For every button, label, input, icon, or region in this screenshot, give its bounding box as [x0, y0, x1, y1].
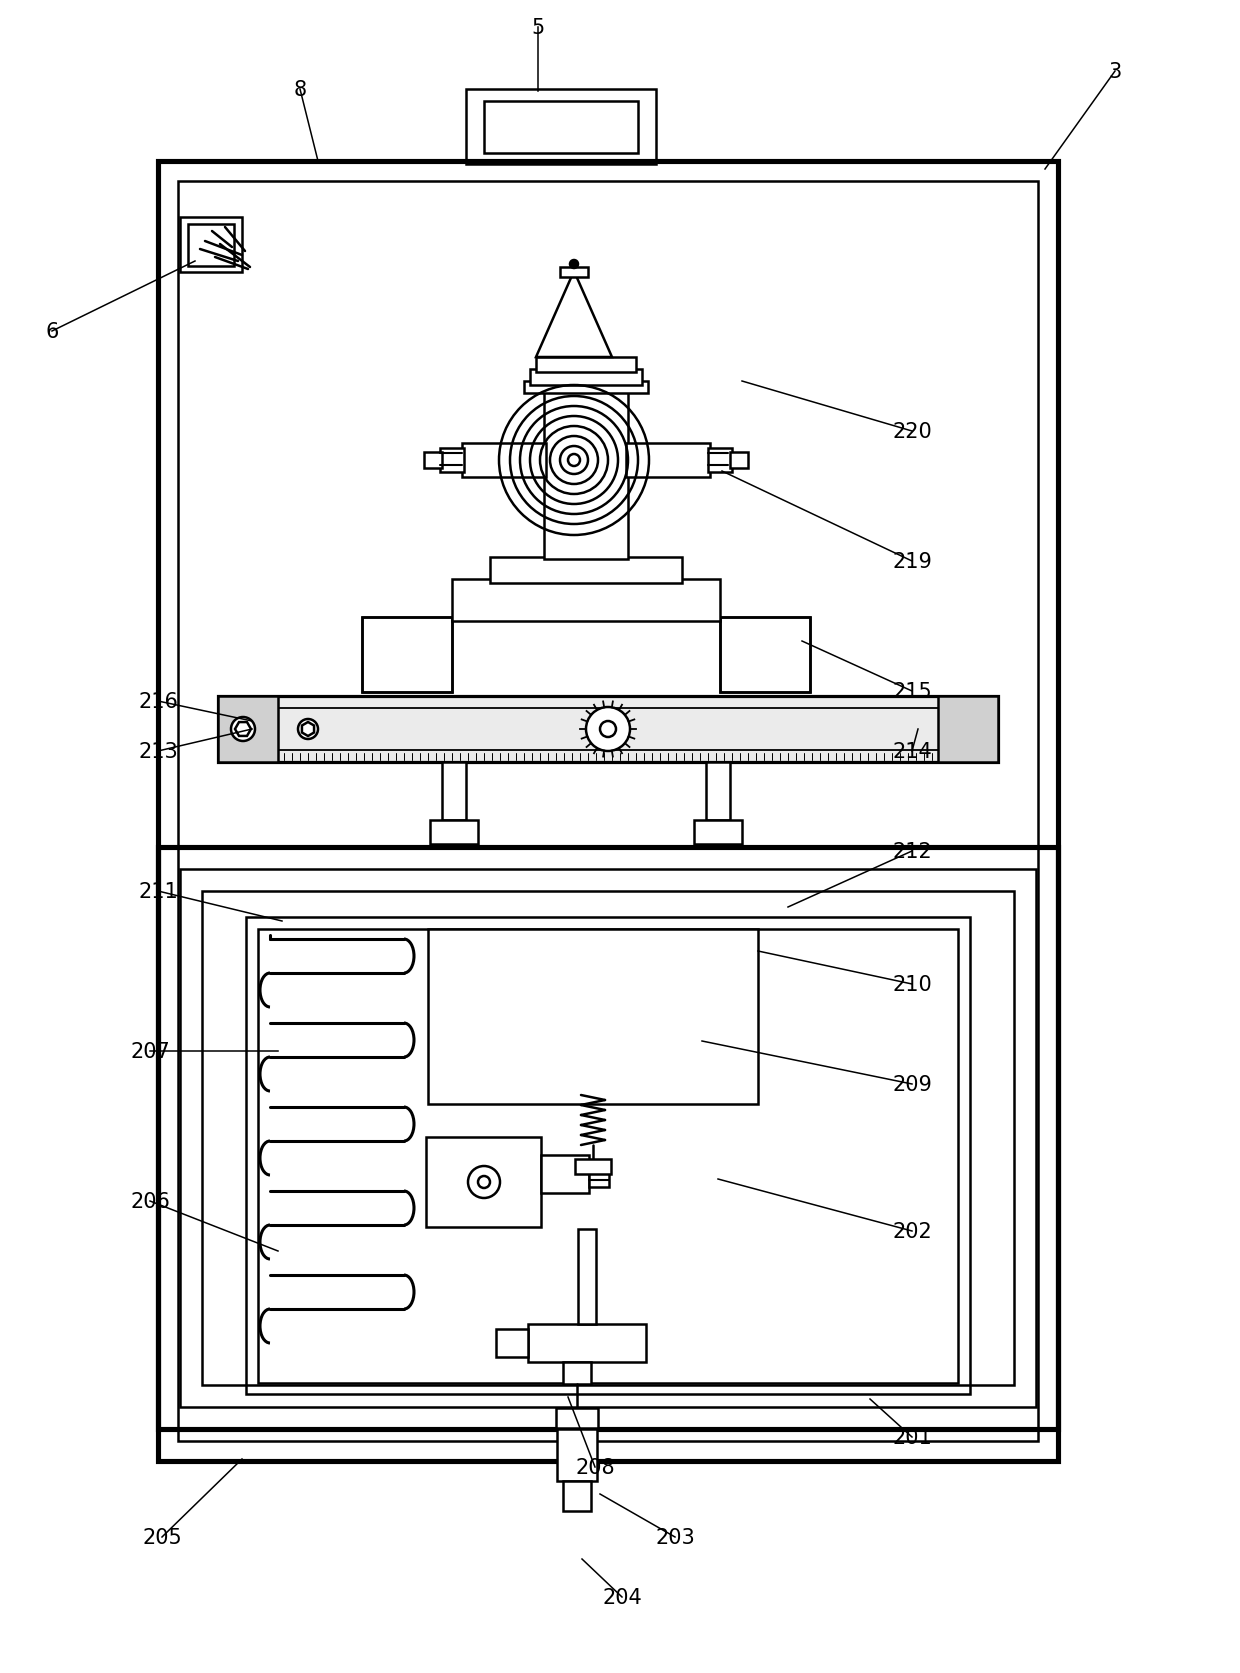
- Bar: [427, 1138, 541, 1228]
- Bar: [440, 448, 464, 473]
- Text: 209: 209: [892, 1074, 932, 1094]
- Bar: [544, 388, 627, 560]
- Text: 210: 210: [892, 974, 932, 994]
- Text: 216: 216: [138, 691, 177, 711]
- Text: 8: 8: [294, 80, 306, 100]
- Bar: [563, 1481, 591, 1511]
- Text: 204: 204: [603, 1588, 642, 1608]
- Circle shape: [570, 261, 578, 269]
- Bar: [428, 930, 758, 1104]
- Text: 203: 203: [655, 1527, 694, 1548]
- Bar: [525, 381, 649, 393]
- Text: 220: 220: [892, 422, 932, 442]
- Bar: [246, 917, 970, 1394]
- Bar: [720, 617, 810, 693]
- Bar: [430, 820, 477, 845]
- Bar: [563, 1362, 591, 1384]
- Text: 3: 3: [1109, 62, 1122, 82]
- Bar: [453, 579, 720, 622]
- Circle shape: [587, 708, 630, 751]
- Bar: [188, 224, 234, 266]
- Circle shape: [600, 721, 616, 738]
- Bar: [362, 617, 453, 693]
- Bar: [179, 182, 1038, 1440]
- Text: 215: 215: [892, 681, 932, 701]
- Text: 201: 201: [892, 1427, 932, 1447]
- Bar: [484, 102, 639, 154]
- Bar: [529, 370, 642, 386]
- Bar: [556, 1409, 598, 1429]
- Text: 214: 214: [892, 741, 932, 761]
- Bar: [258, 930, 959, 1384]
- Bar: [218, 696, 278, 763]
- Bar: [589, 1161, 609, 1188]
- Text: 202: 202: [892, 1221, 932, 1241]
- Bar: [720, 617, 810, 693]
- Text: 219: 219: [892, 552, 932, 572]
- Bar: [180, 870, 1035, 1407]
- Circle shape: [231, 718, 255, 741]
- Circle shape: [467, 1166, 500, 1198]
- Bar: [708, 448, 732, 473]
- Text: 211: 211: [138, 882, 177, 902]
- Text: 212: 212: [892, 842, 932, 862]
- Text: 208: 208: [575, 1457, 615, 1477]
- Bar: [441, 763, 466, 820]
- Text: 207: 207: [130, 1041, 170, 1061]
- Text: 213: 213: [138, 741, 177, 761]
- Bar: [578, 1230, 596, 1325]
- Text: 6: 6: [46, 321, 58, 341]
- Bar: [694, 820, 742, 845]
- Polygon shape: [536, 271, 613, 358]
- Bar: [218, 696, 998, 763]
- Text: 5: 5: [532, 18, 544, 38]
- Bar: [528, 1325, 646, 1362]
- Bar: [496, 1330, 528, 1357]
- Bar: [626, 443, 711, 478]
- Bar: [180, 217, 242, 273]
- Circle shape: [298, 719, 317, 739]
- Bar: [730, 453, 748, 468]
- Bar: [541, 1156, 589, 1193]
- Bar: [424, 453, 441, 468]
- Text: 205: 205: [143, 1527, 182, 1548]
- Bar: [706, 763, 730, 820]
- Bar: [157, 848, 1058, 1429]
- Bar: [557, 1429, 596, 1481]
- Bar: [937, 696, 998, 763]
- Text: 206: 206: [130, 1191, 170, 1211]
- Circle shape: [477, 1176, 490, 1188]
- Bar: [466, 90, 656, 166]
- Bar: [490, 557, 682, 584]
- Bar: [202, 892, 1014, 1385]
- Bar: [157, 162, 1058, 1461]
- Bar: [536, 358, 636, 373]
- Bar: [560, 268, 588, 278]
- Bar: [575, 1159, 611, 1174]
- Bar: [463, 443, 546, 478]
- Bar: [362, 617, 453, 693]
